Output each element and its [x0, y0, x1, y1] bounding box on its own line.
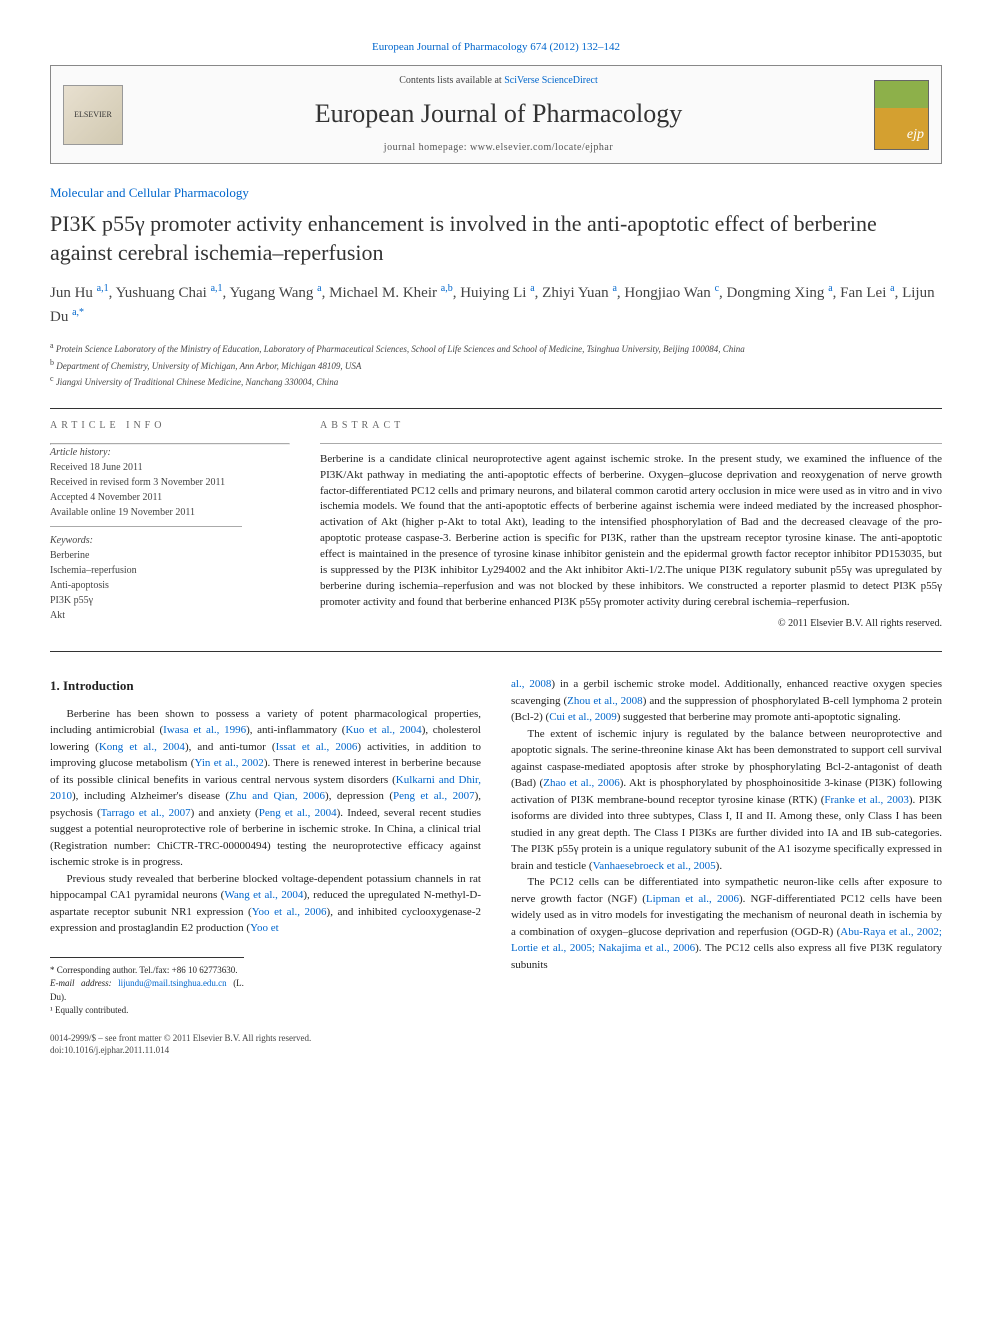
journal-homepage: journal homepage: www.elsevier.com/locat… — [143, 141, 854, 155]
footer: 0014-2999/$ – see front matter © 2011 El… — [50, 1032, 942, 1057]
contents-line: Contents lists available at SciVerse Sci… — [143, 74, 854, 88]
body-text: 1. Introduction Berberine has been shown… — [50, 676, 942, 1018]
section-label: Molecular and Cellular Pharmacology — [50, 184, 942, 202]
citation-header: European Journal of Pharmacology 674 (20… — [50, 40, 942, 55]
footnotes: * Corresponding author. Tel./fax: +86 10… — [50, 957, 244, 1018]
authors: Jun Hu a,1, Yushuang Chai a,1, Yugang Wa… — [50, 281, 942, 328]
article-info: ARTICLE INFO Article history: Received 1… — [50, 419, 290, 631]
journal-cover-icon — [874, 80, 929, 150]
intro-heading: 1. Introduction — [50, 676, 481, 696]
sciencedirect-link[interactable]: SciVerse ScienceDirect — [504, 75, 598, 86]
abstract: ABSTRACT Berberine is a candidate clinic… — [320, 419, 942, 631]
article-title: PI3K p55γ promoter activity enhancement … — [50, 210, 942, 267]
email-link[interactable]: lijundu@mail.tsinghua.edu.cn — [118, 978, 227, 988]
journal-name: European Journal of Pharmacology — [143, 96, 854, 132]
journal-header: ELSEVIER Contents lists available at Sci… — [50, 65, 942, 163]
affiliations: a Protein Science Laboratory of the Mini… — [50, 340, 942, 390]
elsevier-logo: ELSEVIER — [63, 85, 123, 145]
